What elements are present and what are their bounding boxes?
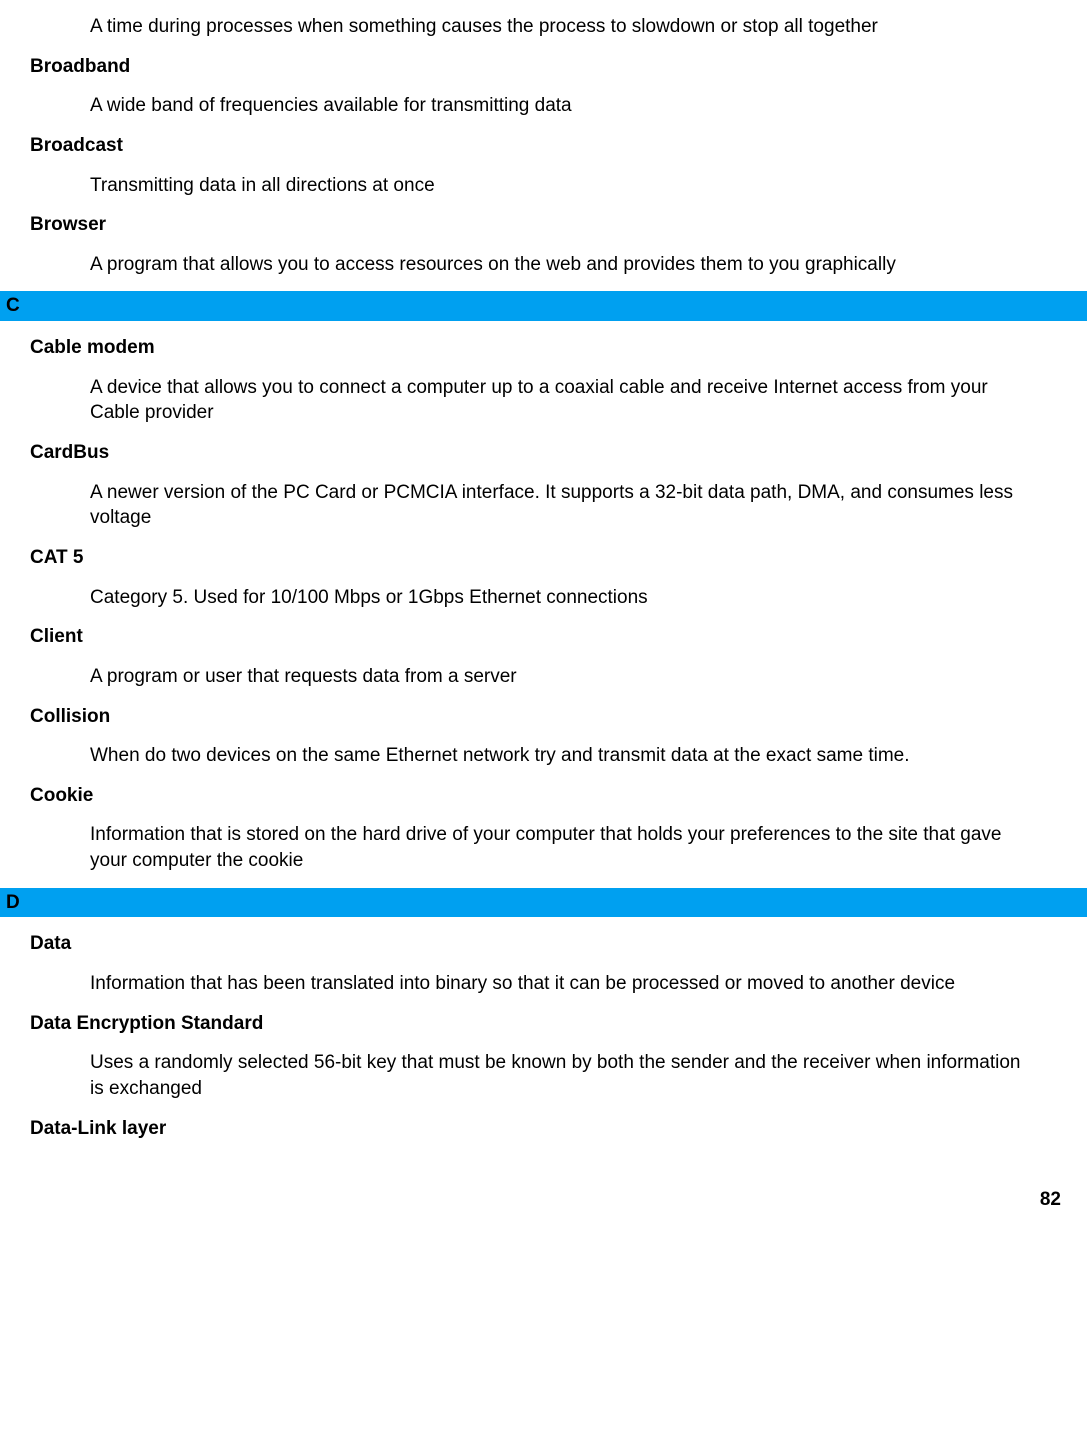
- glossary-term: Cable modem: [30, 335, 1087, 361]
- glossary-term: Collision: [30, 704, 1087, 730]
- glossary-term: Browser: [30, 212, 1087, 238]
- glossary-definition: A time during processes when something c…: [90, 14, 1025, 40]
- glossary-definition: A wide band of frequencies available for…: [90, 93, 1025, 119]
- glossary-term: Data: [30, 931, 1087, 957]
- glossary-definition: Transmitting data in all directions at o…: [90, 173, 1025, 199]
- section-header-c: C: [0, 291, 1087, 321]
- page-number: 82: [0, 1187, 1061, 1213]
- section-header-d: D: [0, 888, 1087, 918]
- glossary-definition: Information that has been translated int…: [90, 971, 1025, 997]
- glossary-definition: A program or user that requests data fro…: [90, 664, 1025, 690]
- glossary-page: A time during processes when something c…: [0, 14, 1087, 1263]
- glossary-definition: A newer version of the PC Card or PCMCIA…: [90, 480, 1025, 531]
- glossary-term: Broadcast: [30, 133, 1087, 159]
- glossary-term: CardBus: [30, 440, 1087, 466]
- glossary-term: Data Encryption Standard: [30, 1011, 1087, 1037]
- glossary-term: CAT 5: [30, 545, 1087, 571]
- glossary-definition: When do two devices on the same Ethernet…: [90, 743, 1025, 769]
- glossary-term: Cookie: [30, 783, 1087, 809]
- glossary-definition: Information that is stored on the hard d…: [90, 822, 1025, 873]
- glossary-definition: Category 5. Used for 10/100 Mbps or 1Gbp…: [90, 585, 1025, 611]
- glossary-term: Broadband: [30, 54, 1087, 80]
- glossary-term: Client: [30, 624, 1087, 650]
- glossary-definition: Uses a randomly selected 56-bit key that…: [90, 1050, 1025, 1101]
- glossary-definition: A program that allows you to access reso…: [90, 252, 1025, 278]
- glossary-term: Data-Link layer: [30, 1116, 1087, 1142]
- glossary-definition: A device that allows you to connect a co…: [90, 375, 1025, 426]
